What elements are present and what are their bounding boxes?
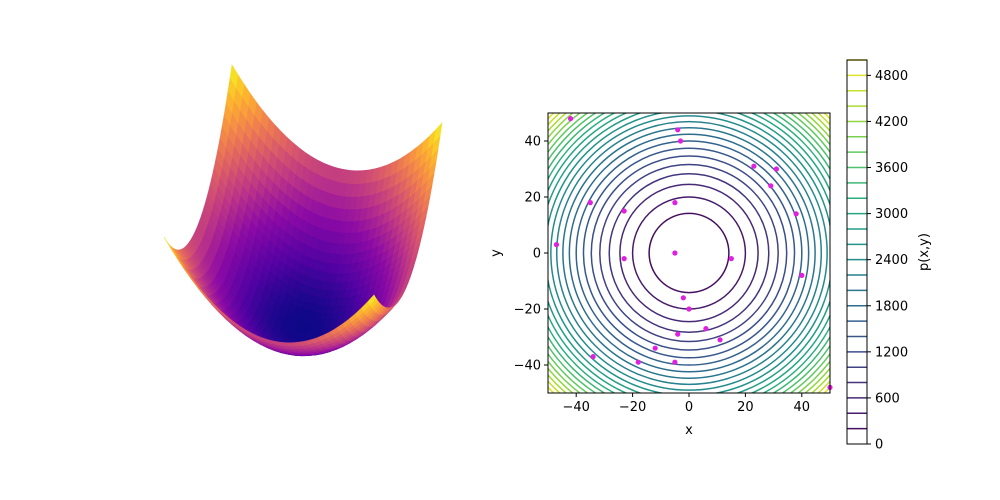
y-tick-label: 0 bbox=[533, 247, 541, 262]
contour-line bbox=[562, 127, 816, 379]
scatter-point bbox=[793, 211, 799, 217]
contour-line bbox=[568, 133, 810, 373]
scatter-points bbox=[553, 116, 833, 390]
colorbar-tick-label: 3600 bbox=[875, 161, 908, 176]
x-axis-ticks: −40 −20 0 20 40 bbox=[562, 393, 810, 415]
scatter-point bbox=[621, 256, 627, 262]
scatter-point bbox=[677, 138, 684, 144]
contour-line bbox=[648, 212, 730, 294]
scatter-point bbox=[751, 163, 757, 169]
x-tick-label: −20 bbox=[619, 400, 646, 415]
x-tick-label: 0 bbox=[685, 400, 693, 415]
y-axis-ticks: −40 −20 0 20 40 bbox=[514, 135, 548, 374]
y-tick-label: −40 bbox=[514, 359, 541, 374]
contour-line bbox=[599, 163, 779, 343]
contour-line bbox=[575, 140, 803, 366]
scatter-point bbox=[553, 242, 560, 248]
contour-line bbox=[582, 147, 796, 359]
contour-line bbox=[555, 120, 823, 386]
colorbar-frame bbox=[846, 59, 868, 445]
x-tick-label: 20 bbox=[737, 400, 754, 415]
colorbar-ticks: 0 600 1200 1800 2400 3000 3600 4200 4800 bbox=[867, 69, 908, 453]
scatter-point bbox=[768, 183, 774, 189]
colorbar-background bbox=[847, 60, 867, 444]
scatter-point bbox=[635, 359, 641, 365]
scatter-point bbox=[587, 200, 593, 206]
surface-facet bbox=[367, 294, 377, 306]
scatter-point bbox=[621, 208, 627, 214]
colorbar-tick-label: 0 bbox=[875, 438, 883, 453]
y-tick-label: −20 bbox=[514, 303, 541, 318]
scatter-point bbox=[717, 337, 723, 343]
scatter-point bbox=[672, 200, 678, 206]
colorbar-tick-label: 4200 bbox=[875, 115, 908, 130]
scatter-point bbox=[680, 295, 686, 301]
scatter-point bbox=[703, 326, 709, 332]
y-tick-label: 40 bbox=[524, 135, 541, 150]
colorbar-label: p(x,y) bbox=[917, 233, 932, 271]
colorbar-tick-label: 3000 bbox=[875, 207, 908, 222]
colorbar-tick-label: 600 bbox=[875, 391, 900, 406]
scatter-point bbox=[672, 250, 678, 256]
colorbar-tick-label: 1800 bbox=[875, 299, 908, 314]
x-axis-label: x bbox=[685, 423, 693, 438]
y-tick-label: 20 bbox=[524, 191, 541, 206]
surface-plot-3d bbox=[163, 64, 443, 357]
scatter-point bbox=[675, 127, 681, 133]
colorbar-tick-label: 1200 bbox=[875, 345, 908, 360]
contour-plot-background bbox=[548, 113, 830, 393]
x-tick-label: 40 bbox=[794, 400, 811, 415]
scatter-point bbox=[672, 359, 678, 365]
scatter-point bbox=[652, 345, 658, 351]
contour-line bbox=[550, 115, 828, 391]
scatter-point bbox=[567, 116, 574, 122]
colorbar-tick-label: 4800 bbox=[875, 69, 908, 84]
contour-line bbox=[590, 155, 788, 351]
scatter-point bbox=[675, 331, 681, 337]
contour-plot: −40 −20 0 20 40 −40 −20 0 20 40 x y bbox=[489, 112, 833, 438]
scatter-point bbox=[590, 354, 596, 360]
contour-line bbox=[608, 173, 770, 333]
scatter-point bbox=[728, 256, 734, 262]
contour-line bbox=[619, 183, 759, 323]
scatter-point bbox=[799, 272, 805, 278]
colorbar: 0 600 1200 1800 2400 3000 3600 4200 4800 p(x,y) bbox=[846, 59, 932, 453]
x-tick-label: −40 bbox=[562, 400, 589, 415]
colorbar-level-lines bbox=[847, 59, 867, 430]
scatter-point bbox=[686, 306, 692, 312]
colorbar-tick-label: 2400 bbox=[875, 253, 908, 268]
scatter-point bbox=[773, 166, 780, 172]
y-axis-label: y bbox=[489, 249, 504, 257]
